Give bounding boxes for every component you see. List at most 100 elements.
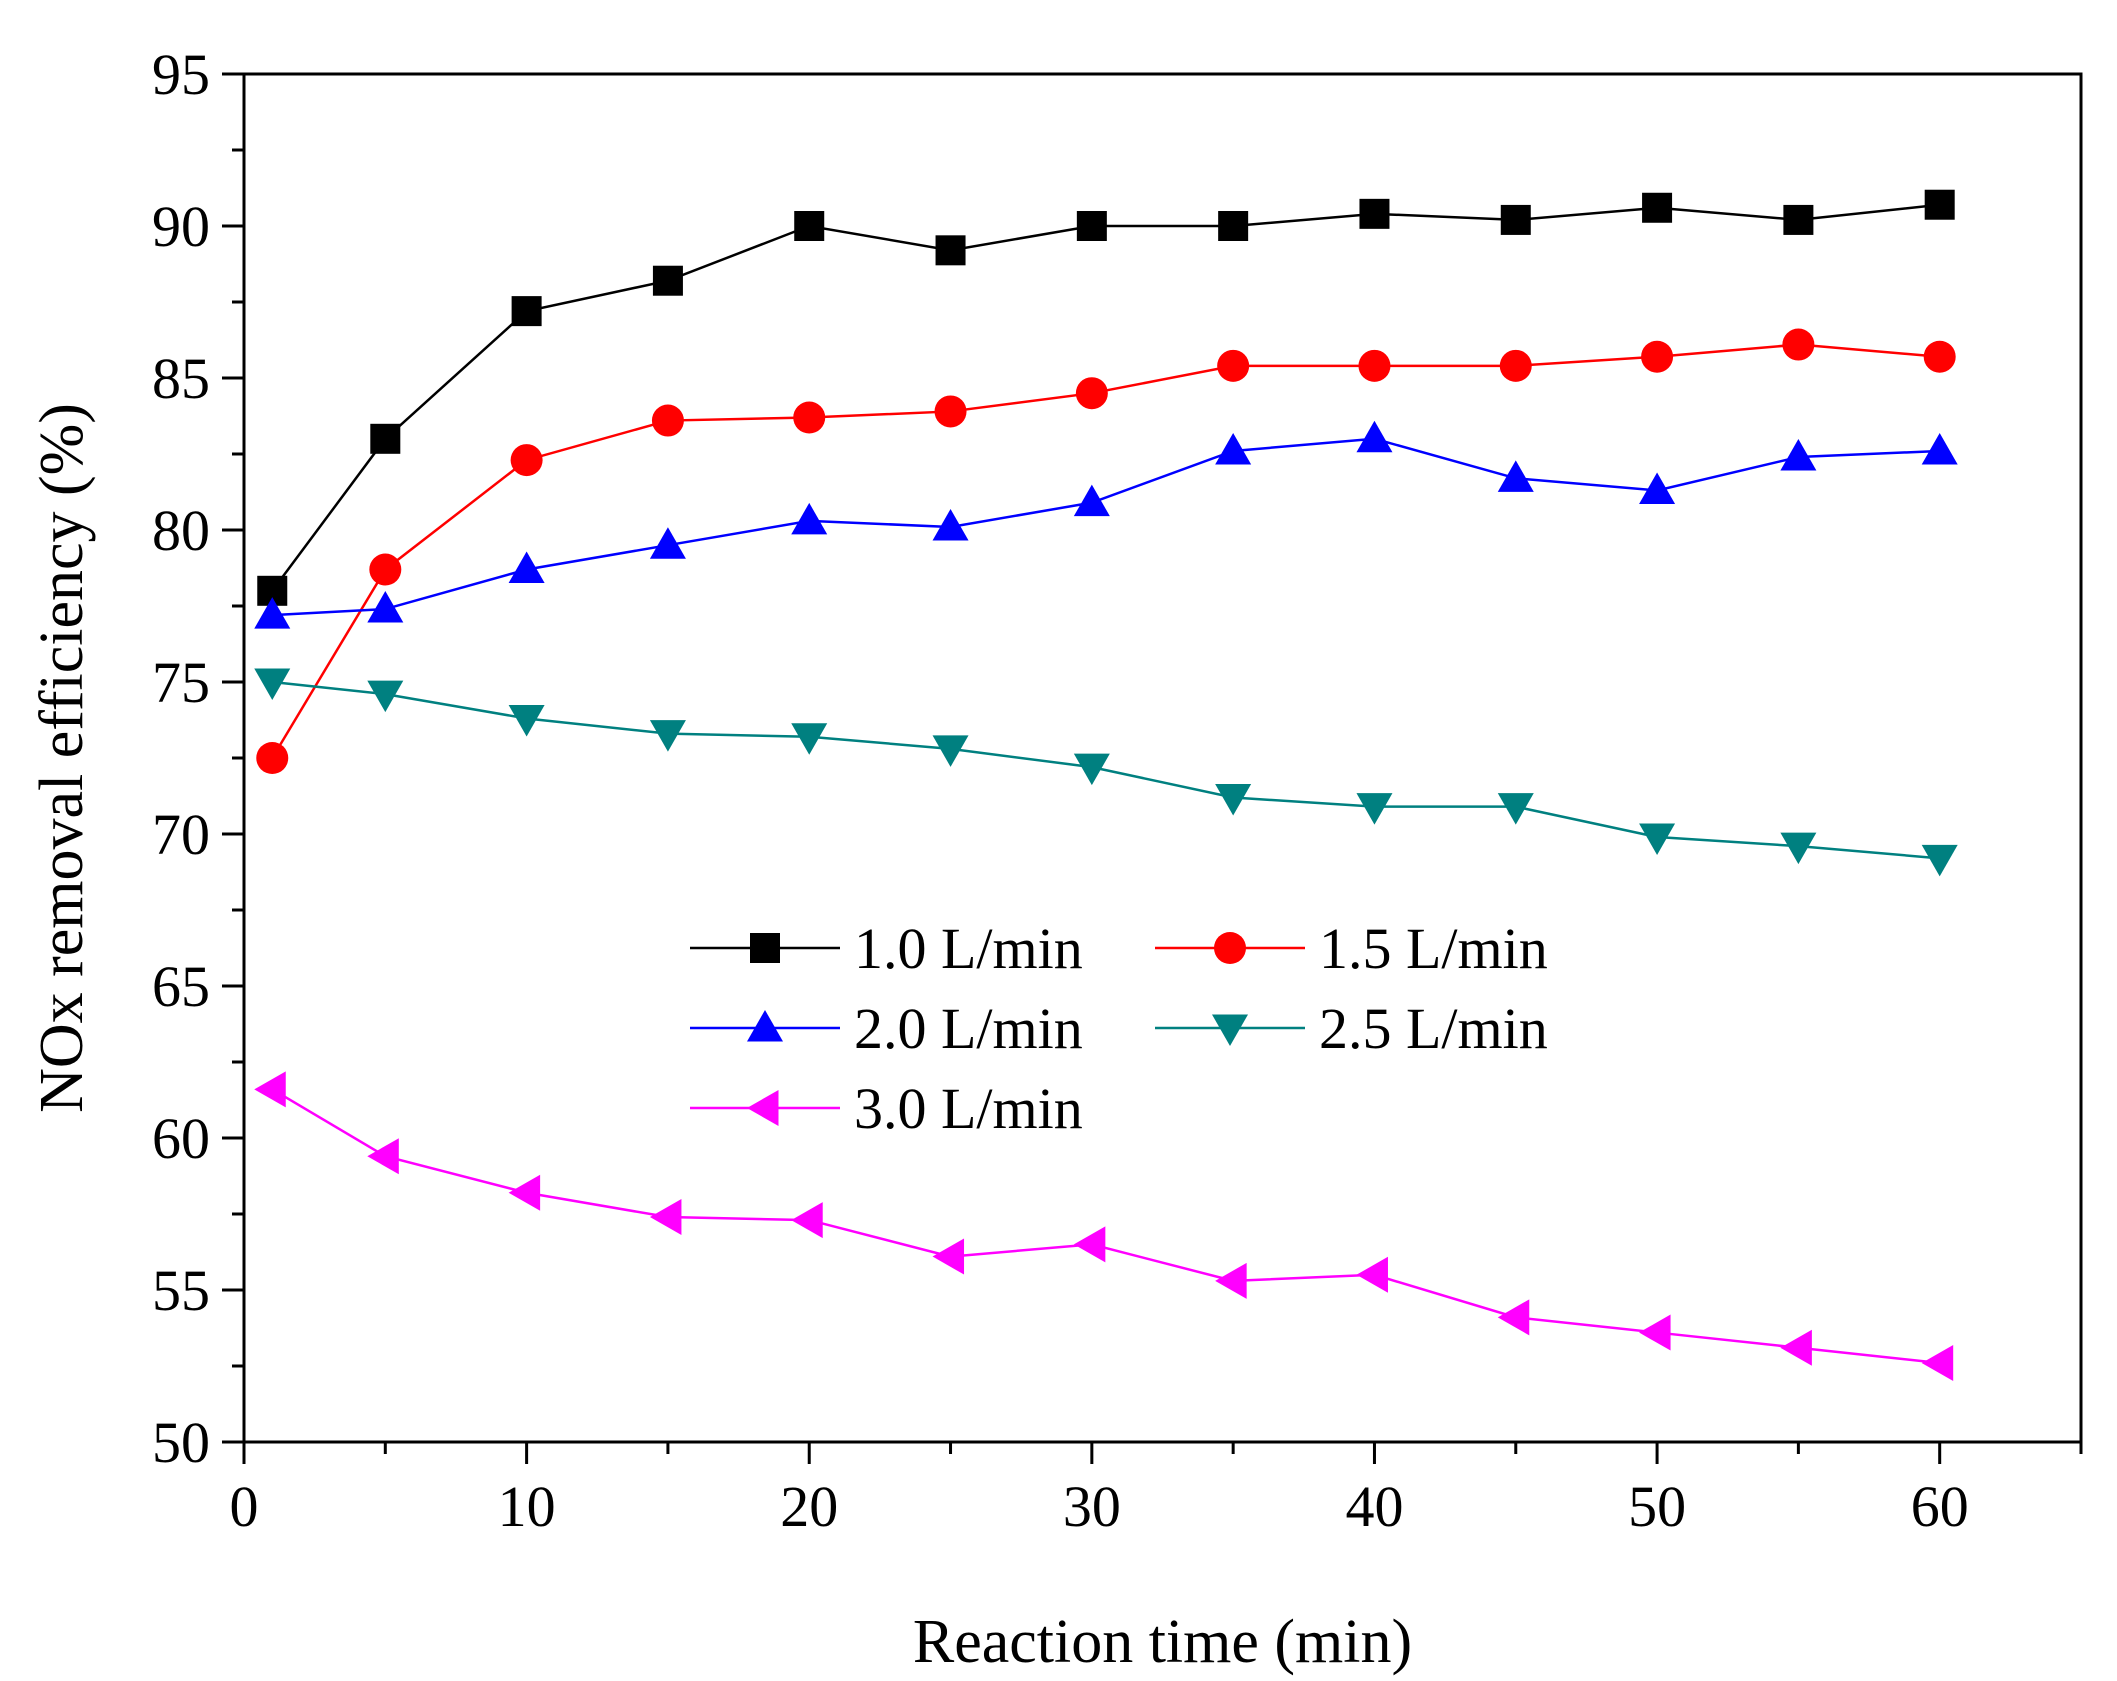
x-tick-label: 30 [1063,1474,1121,1539]
data-point [256,742,289,774]
x-tick-label: 10 [498,1474,556,1539]
data-point [508,704,545,737]
legend-item: 2.5 L/min [1155,996,1548,1061]
data-point [1217,349,1250,382]
data-point [1780,1329,1812,1366]
data-point [649,1199,682,1236]
data-point [367,591,404,623]
data-point [370,423,401,454]
data-point [1215,432,1252,465]
data-point [791,502,828,535]
y-tick-label: 80 [152,498,210,563]
data-point [1639,472,1676,504]
data-point [1356,1256,1388,1293]
legend-item: 1.0 L/min [690,916,1083,981]
data-point [932,735,969,767]
data-point [935,235,966,266]
x-tick-label: 20 [780,1474,838,1539]
data-point [1358,349,1391,382]
y-tick-label: 90 [152,194,210,259]
data-point [794,211,825,241]
data-point [1356,793,1393,825]
data-point [1215,1262,1247,1299]
data-point [793,401,826,434]
data-point [1073,753,1110,786]
y-tick-label: 70 [152,802,210,867]
data-point [1642,192,1673,223]
data-point [1641,340,1674,373]
legend-item: 2.0 L/min [690,996,1083,1061]
legend-label: 1.5 L/min [1319,916,1548,981]
data-point [1923,340,1956,373]
data-point [1921,844,1958,877]
data-point [651,404,684,437]
x-tick-label: 40 [1345,1474,1403,1539]
data-point [1076,211,1107,241]
data-point [510,444,543,477]
series-line [271,1088,1940,1365]
y-tick-label: 85 [152,346,210,411]
legend-marker [1212,1014,1248,1046]
y-axis-title: NOx removal efficiency (%) [28,403,96,1113]
data-point [1782,328,1815,361]
legend-label: 2.5 L/min [1319,996,1548,1061]
data-point [1921,1344,1954,1381]
data-point [1780,832,1817,865]
data-point [367,680,404,713]
legend-marker [750,933,780,963]
data-point [1639,1314,1671,1351]
y-tick-label: 65 [152,954,210,1019]
data-point [254,668,291,700]
legend-label: 2.0 L/min [854,996,1083,1061]
data-point [1921,432,1958,465]
data-point [1499,349,1532,382]
x-tick-label: 50 [1628,1474,1686,1539]
legend: 1.0 L/min 1.5 L/min 2.0 L/min 2.5 L/min 3.0 … [690,916,1548,1141]
data-point [1356,420,1393,453]
series-line [271,343,1940,759]
data-point [1359,198,1390,229]
y-tick-label: 60 [152,1106,210,1171]
legend-label: 1.0 L/min [854,916,1083,981]
data-point [791,1202,823,1239]
data-point [508,551,545,584]
legend-marker [1214,932,1246,964]
data-point [932,508,969,541]
x-tick-label: 0 [230,1474,259,1539]
data-point [934,395,967,428]
data-point [1783,204,1814,235]
series-layer [254,189,1958,1381]
legend-item: 3.0 L/min [690,1076,1083,1141]
y-tick-label: 95 [152,42,210,107]
data-point [1924,189,1955,220]
data-point [1497,460,1534,492]
data-point [254,1071,286,1108]
legend-marker [747,1010,783,1042]
series-1-5-l-min [256,328,1956,774]
data-point [367,1138,399,1175]
data-point [1639,823,1676,856]
data-point [369,553,402,586]
data-point [932,1238,965,1275]
data-point [652,265,683,296]
ticks-layer: 0 10 20 30 40 50 60 50 55 60 65 70 75 80 85 90 95 [152,42,2083,1539]
data-point [508,1174,541,1211]
data-point [649,720,686,752]
series-3-0-l-min [254,1071,1954,1381]
data-point [791,723,828,755]
y-tick-label: 55 [152,1258,210,1323]
legend-label: 3.0 L/min [854,1076,1083,1141]
data-point [649,527,686,559]
data-point [1218,211,1249,241]
series-2-5-l-min [254,668,1958,877]
y-tick-label: 50 [152,1410,210,1475]
data-point [1073,484,1110,517]
legend-marker [747,1090,779,1126]
series-2-0-l-min [254,420,1958,629]
x-tick-label: 60 [1911,1474,1969,1539]
plot-frame [242,72,2083,1444]
data-point [1215,784,1252,816]
y-tick-label: 75 [152,650,210,715]
data-point [1497,1299,1530,1336]
